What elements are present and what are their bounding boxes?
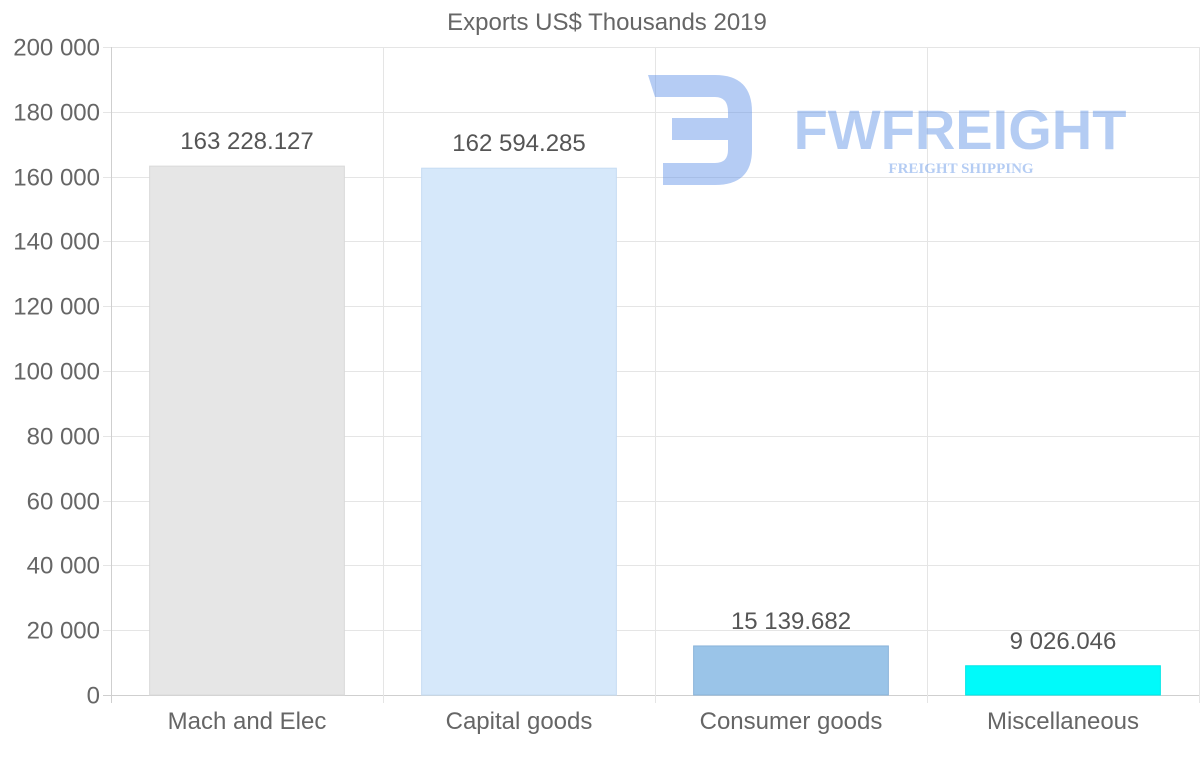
y-tick-label: 200 000 — [13, 35, 100, 62]
y-tick-label: 120 000 — [13, 294, 100, 321]
bar — [965, 665, 1161, 696]
bar-value-label: 162 594.285 — [452, 130, 585, 157]
x-category-label: Consumer goods — [700, 708, 883, 735]
bars — [149, 165, 1161, 696]
y-tick-label: 100 000 — [13, 359, 100, 386]
bar-value-label: 9 026.046 — [1010, 628, 1117, 655]
bar-value-label: 15 139.682 — [731, 608, 851, 635]
y-tick-label: 180 000 — [13, 100, 100, 127]
x-category-label: Mach and Elec — [168, 708, 327, 735]
y-tick-label: 80 000 — [27, 424, 100, 451]
y-tick-label: 40 000 — [27, 553, 100, 580]
watermark: FWFREIGHT FREIGHT SHIPPING — [648, 75, 1126, 185]
watermark-brand-text: FWFREIGHT — [794, 98, 1127, 161]
chart-title: Exports US$ Thousands 2019 — [447, 9, 767, 36]
y-tick-label: 160 000 — [13, 165, 100, 192]
bar — [693, 645, 889, 696]
labels: 0 20 000 40 000 60 000 80 000 100 000 120 000 1… — [13, 35, 1139, 736]
x-category-label: Miscellaneous — [987, 708, 1139, 735]
y-tick-label: 20 000 — [27, 618, 100, 645]
fwfreight-logo-icon — [648, 75, 752, 185]
x-category-label: Capital goods — [446, 708, 593, 735]
watermark-tagline: FREIGHT SHIPPING — [888, 161, 1033, 177]
bar-value-label: 163 228.127 — [180, 128, 313, 155]
y-tick-label: 60 000 — [27, 489, 100, 516]
bar — [149, 165, 345, 696]
y-tick-label: 0 — [87, 683, 100, 710]
bar — [421, 167, 617, 696]
y-tick-label: 140 000 — [13, 229, 100, 256]
